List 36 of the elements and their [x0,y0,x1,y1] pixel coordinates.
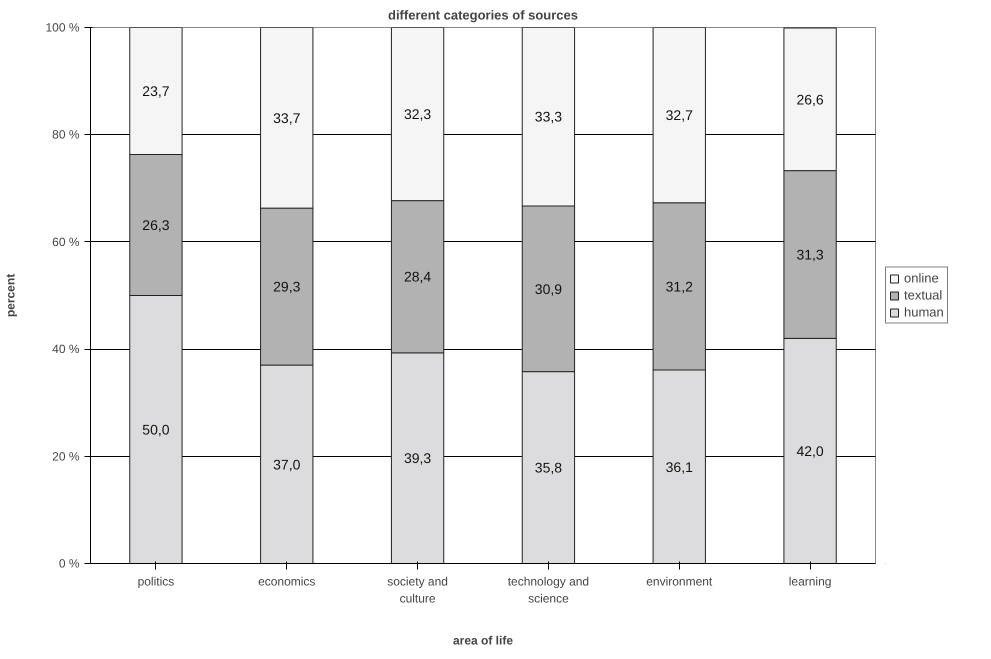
data-label: 29,3 [273,278,301,295]
data-label: 32,7 [666,107,694,124]
data-label: 32,3 [404,106,432,122]
y-tick-label: 20 % [52,449,80,464]
y-tick-label: 80 % [52,128,80,142]
data-label: 26,6 [796,91,824,108]
data-label: 28,4 [404,268,432,285]
x-tick-label: society and culture [387,574,448,606]
x-tick-label: economics [258,574,316,588]
data-label: 36,1 [666,458,694,475]
data-label: 31,2 [666,278,694,294]
chart-title: different categories of sources [388,8,578,22]
y-tick-label: 100 % [45,20,80,34]
x-tick-label: learning [788,574,832,588]
y-tick-label: 40 % [52,342,80,356]
data-label: 33,3 [534,108,562,125]
legend-label: textual [904,288,942,302]
data-label: 35,8 [534,460,562,476]
legend-label: online [904,270,939,286]
data-label: 31,3 [796,246,824,262]
y-tick-label: 60 % [52,234,80,249]
data-label: 39,3 [404,450,432,466]
data-label: 30,9 [534,280,562,297]
legend-label: human [904,304,944,320]
data-label: 37,0 [273,456,301,472]
data-label: 33,7 [273,110,301,126]
data-label: 26,3 [142,217,170,234]
x-tick-label: environment [646,574,713,588]
x-axis-title: area of life [452,633,514,648]
data-label: 23,7 [142,83,170,100]
data-label: 50,0 [142,422,170,438]
x-tick-label: technology and science [508,574,590,606]
y-axis-title: percent [3,274,18,318]
data-label: 42,0 [796,442,824,459]
x-tick-label: politics [138,574,174,588]
y-tick-label: 0 % [58,556,80,570]
